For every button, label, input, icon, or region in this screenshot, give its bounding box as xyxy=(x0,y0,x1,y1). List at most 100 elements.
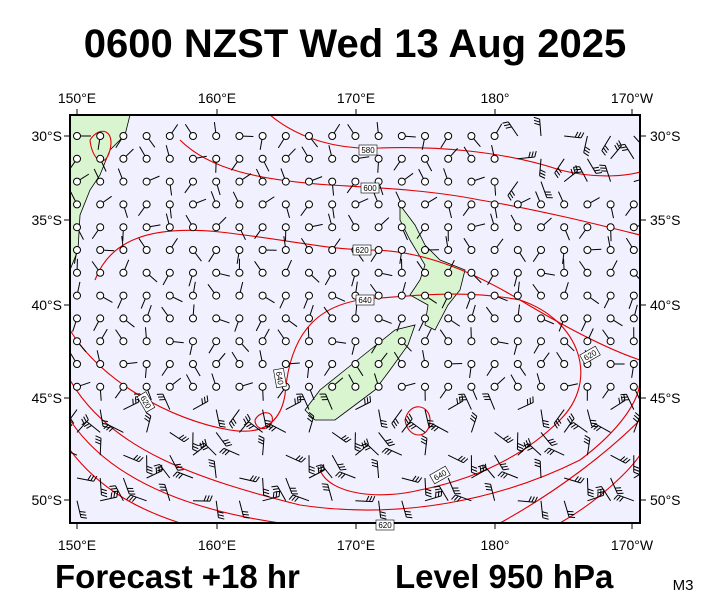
calm-circle xyxy=(74,361,81,368)
calm-circle xyxy=(190,383,197,390)
lat-label-left: 45°S xyxy=(31,390,62,406)
calm-circle xyxy=(514,383,521,390)
calm-circle xyxy=(97,315,104,322)
calm-circle xyxy=(445,247,452,254)
calm-circle xyxy=(259,201,266,208)
calm-circle xyxy=(213,361,220,368)
barb-feather xyxy=(642,466,643,472)
calm-circle xyxy=(375,247,382,254)
calm-circle xyxy=(445,361,452,368)
barb-feather xyxy=(643,144,649,146)
calm-circle xyxy=(259,224,266,231)
calm-circle xyxy=(398,292,405,299)
barb-feather xyxy=(112,491,118,492)
calm-circle xyxy=(236,201,243,208)
calm-circle xyxy=(97,269,104,276)
calm-circle xyxy=(538,224,545,231)
barb-feather xyxy=(178,470,184,471)
calm-circle xyxy=(607,361,614,368)
calm-circle xyxy=(97,383,104,390)
calm-circle xyxy=(166,338,173,345)
lon-label-top: 150°E xyxy=(58,90,96,106)
calm-circle xyxy=(282,292,289,299)
calm-circle xyxy=(514,361,521,368)
calm-circle xyxy=(306,269,313,276)
calm-circle xyxy=(236,269,243,276)
calm-circle xyxy=(120,133,127,140)
barb-feather xyxy=(576,172,582,173)
calm-circle xyxy=(236,383,243,390)
calm-circle xyxy=(213,247,220,254)
calm-circle xyxy=(491,133,498,140)
calm-circle xyxy=(166,133,173,140)
calm-circle xyxy=(236,247,243,254)
calm-circle xyxy=(468,383,475,390)
lon-label-bottom: 170°E xyxy=(337,537,375,553)
calm-circle xyxy=(97,224,104,231)
calm-circle xyxy=(468,338,475,345)
barb-feather xyxy=(405,511,411,512)
calm-circle xyxy=(445,178,452,185)
calm-circle xyxy=(538,383,545,390)
lat-label-right: 45°S xyxy=(650,390,681,406)
calm-circle xyxy=(607,247,614,254)
barb-feather xyxy=(370,396,371,402)
calm-circle xyxy=(143,155,150,162)
calm-circle xyxy=(375,133,382,140)
calm-circle xyxy=(259,338,266,345)
calm-circle xyxy=(306,292,313,299)
barb-feather xyxy=(641,142,647,144)
calm-circle xyxy=(398,155,405,162)
calm-circle xyxy=(422,247,429,254)
calm-circle xyxy=(468,292,475,299)
level-label: Level 950 hPa xyxy=(395,558,614,595)
calm-circle xyxy=(306,133,313,140)
calm-circle xyxy=(352,361,359,368)
calm-circle xyxy=(120,269,127,276)
calm-circle xyxy=(213,201,220,208)
calm-circle xyxy=(143,338,150,345)
lat-label-right: 30°S xyxy=(650,128,681,144)
calm-circle xyxy=(120,224,127,231)
calm-circle xyxy=(445,383,452,390)
barb-feather xyxy=(367,397,368,403)
calm-circle xyxy=(630,247,637,254)
calm-circle xyxy=(259,247,266,254)
calm-circle xyxy=(259,178,266,185)
calm-circle xyxy=(143,133,150,140)
lat-label-left: 50°S xyxy=(31,492,62,508)
calm-circle xyxy=(538,269,545,276)
barb-feather xyxy=(242,511,248,512)
calm-circle xyxy=(422,155,429,162)
lon-label-top: 170°W xyxy=(611,90,654,106)
calm-circle xyxy=(422,269,429,276)
calm-circle xyxy=(375,361,382,368)
calm-circle xyxy=(282,315,289,322)
calm-circle xyxy=(352,133,359,140)
lon-label-bottom: 180° xyxy=(481,537,510,553)
barb-feather xyxy=(175,464,181,465)
calm-circle xyxy=(213,338,220,345)
calm-circle xyxy=(561,361,568,368)
calm-circle xyxy=(607,315,614,322)
calm-circle xyxy=(375,224,382,231)
calm-circle xyxy=(584,201,591,208)
calm-circle xyxy=(282,338,289,345)
calm-circle xyxy=(329,338,336,345)
calm-circle xyxy=(607,224,614,231)
calm-circle xyxy=(74,155,81,162)
calm-circle xyxy=(120,292,127,299)
calm-circle xyxy=(143,383,150,390)
contour-label: 600 xyxy=(361,183,379,193)
barb-feather xyxy=(575,169,581,170)
calm-circle xyxy=(74,315,81,322)
contour-label: 620 xyxy=(376,520,394,530)
calm-circle xyxy=(630,315,637,322)
calm-circle xyxy=(166,315,173,322)
calm-circle xyxy=(143,201,150,208)
calm-circle xyxy=(561,269,568,276)
calm-circle xyxy=(398,269,405,276)
calm-circle xyxy=(630,338,637,345)
calm-circle xyxy=(282,201,289,208)
calm-circle xyxy=(468,269,475,276)
